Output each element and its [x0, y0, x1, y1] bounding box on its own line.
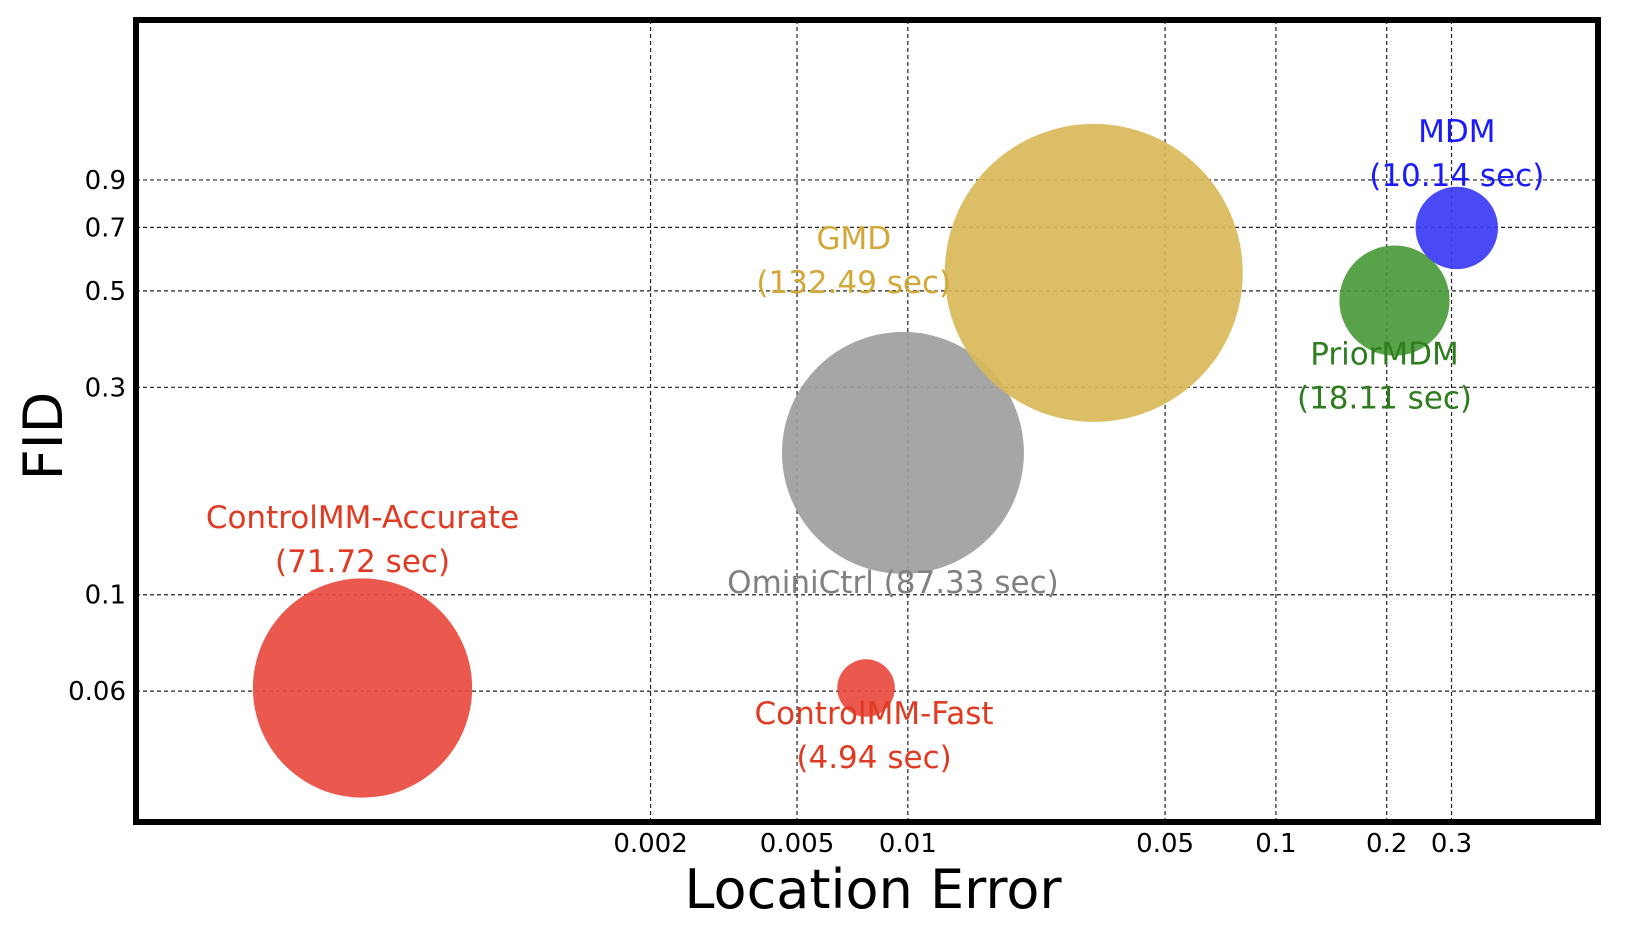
- bubble-label-priormdm: PriorMDM: [1310, 337, 1459, 373]
- bubble-label-gmd: (132.49 sec): [756, 265, 951, 301]
- y-tick-label: 0.9: [85, 166, 126, 196]
- x-tick-label: 0.1: [1255, 829, 1296, 859]
- x-tick-label: 0.01: [879, 829, 937, 859]
- bubble-label-controlmm-fast: ControlMM-Fast: [755, 696, 994, 732]
- plot-frame: [133, 17, 1601, 825]
- bubble-label-gmd: GMD: [816, 221, 891, 257]
- y-tick-labels: 0.06 0.1 0.3 0.5 0.7 0.9: [68, 166, 126, 707]
- bubble-ominictrl: [781, 331, 1024, 574]
- x-tick-label: 0.2: [1366, 829, 1407, 859]
- bubble-controlmm-accurate: [252, 578, 473, 798]
- label-layer: ControlMM-Accurate (71.72 sec) ControlMM-F…: [206, 114, 1544, 776]
- x-tick-label: 0.005: [760, 829, 834, 859]
- bubble-label-priormdm: (18.11 sec): [1297, 381, 1472, 417]
- bubble-mdm: [1415, 186, 1498, 270]
- x-tick-label: 0.002: [613, 829, 687, 859]
- y-tick-label: 0.7: [85, 213, 126, 243]
- bubble-label-controlmm-fast: (4.94 sec): [796, 740, 951, 776]
- bubble-layer: [252, 123, 1498, 798]
- y-tick-label: 0.1: [85, 581, 126, 611]
- y-tick-label: 0.3: [85, 373, 126, 403]
- x-axis-title: Location Error: [684, 858, 1062, 921]
- x-tick-label: 0.3: [1431, 829, 1472, 859]
- bubble-label-mdm: MDM: [1418, 114, 1495, 150]
- y-tick-label: 0.06: [68, 677, 126, 707]
- bubble-controlmm-fast: [837, 659, 895, 717]
- bubble-gmd: [944, 123, 1243, 422]
- bubble-label-controlmm-accurate: ControlMM-Accurate: [206, 500, 519, 536]
- bubble-label-ominictrl: OminiCtrl (87.33 sec): [727, 565, 1059, 601]
- bubble-label-controlmm-accurate: (71.72 sec): [275, 544, 450, 580]
- bubble-priormdm: [1339, 245, 1450, 356]
- x-tick-labels: 0.002 0.005 0.01 0.05 0.1 0.2 0.3: [613, 829, 1472, 859]
- y-axis-title: FID: [12, 392, 75, 481]
- y-tick-label: 0.5: [85, 277, 126, 307]
- bubble-label-mdm: (10.14 sec): [1369, 158, 1544, 194]
- x-tick-label: 0.05: [1136, 829, 1194, 859]
